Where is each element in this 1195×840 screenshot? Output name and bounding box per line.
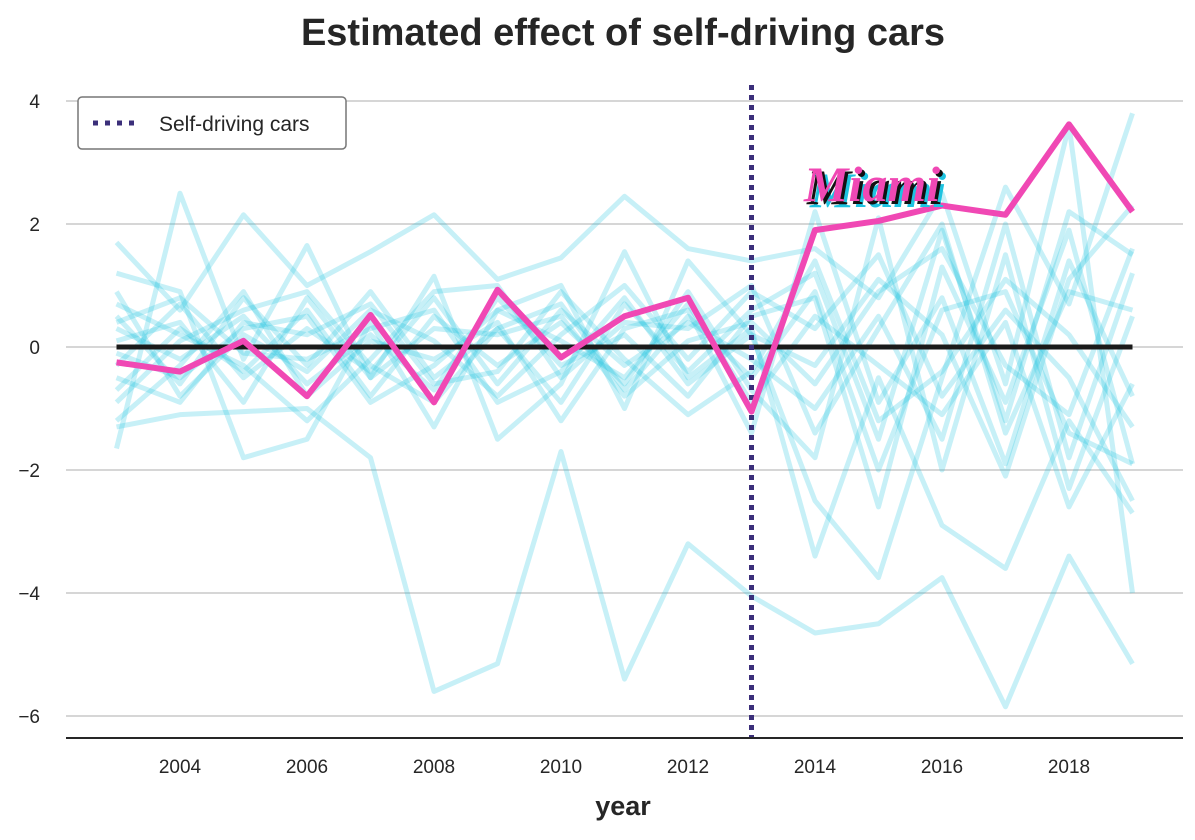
- x-tick-label: 2008: [413, 757, 455, 778]
- placebo-16-line: [114, 289, 1134, 473]
- placebo-10-line: [114, 209, 1135, 467]
- y-tick-label: −4: [18, 584, 40, 605]
- x-tick-label: 2006: [286, 757, 328, 778]
- miami-line: [116, 121, 1135, 415]
- x-tick-label: 2004: [159, 757, 202, 778]
- y-tick-labels: 4 2 0 −2 −4 −6: [18, 92, 40, 728]
- placebo-11-line: [115, 246, 1135, 418]
- x-tick-label: 2014: [794, 757, 837, 778]
- y-tick-label: 0: [29, 338, 40, 359]
- x-tick-labels: 2004 2006 2008 2010 2012 2014 2016 2018: [159, 757, 1090, 778]
- miami-annotation-shadow: Miami: [806, 159, 943, 215]
- placebo-7-line: [115, 227, 1135, 510]
- chart-title: Estimated effect of self-driving cars: [301, 12, 945, 54]
- y-tick-label: −6: [18, 707, 40, 728]
- y-tick-label: 2: [29, 215, 40, 236]
- legend-box: [77, 96, 347, 150]
- miami-annotation-text: Miami: [803, 156, 940, 212]
- placebo-14-line: [115, 301, 1135, 510]
- x-tick-label: 2016: [921, 757, 963, 778]
- placebo-13-line: [115, 221, 1134, 436]
- y-tick-label: 4: [29, 92, 40, 113]
- y-tick-label: −2: [18, 461, 40, 482]
- placebo-6-line: [114, 215, 1135, 491]
- miami-annotation-shadow-cyan: Miami: [809, 162, 946, 218]
- x-axis-label: year: [595, 791, 651, 821]
- miami-annotation: Miami Miami Miami: [803, 156, 946, 218]
- placebo-15-line: [115, 203, 1135, 479]
- legend-label: Self-driving cars: [159, 113, 310, 136]
- x-tick-label: 2018: [1048, 757, 1090, 778]
- legend: Self-driving cars: [77, 96, 347, 150]
- x-tick-label: 2010: [540, 757, 582, 778]
- placebo-2-line: [114, 123, 1135, 594]
- placebo-lines: [114, 112, 1135, 710]
- placebo-12-line: [115, 258, 1135, 429]
- miami-line-group: [116, 121, 1135, 415]
- placebo-3-line: [114, 190, 1135, 571]
- placebo-4-line: [115, 112, 1135, 581]
- placebo-9-line: [114, 252, 1135, 502]
- placebo-5-line: [114, 209, 1134, 442]
- x-tick-label: 2012: [667, 757, 709, 778]
- placebo-1-line: [116, 406, 1135, 710]
